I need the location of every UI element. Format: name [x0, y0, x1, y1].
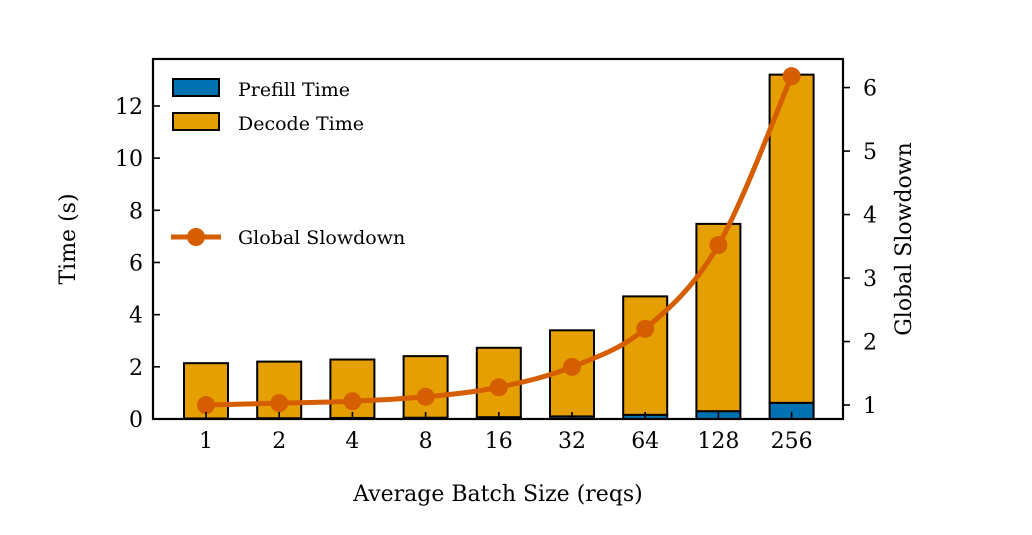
- y-tick-label-6: 6: [129, 251, 143, 276]
- y2-tick-label-4: 4: [863, 204, 877, 229]
- bar-decode-256: [768, 73, 815, 404]
- x-axis-title: Average Batch Size (reqs): [352, 482, 643, 507]
- x-tick-label-64: 64: [631, 429, 659, 454]
- legend-swatch-decode: [172, 112, 220, 131]
- x-tick-label-1: 1: [199, 429, 213, 454]
- slowdown-point-4: [343, 392, 362, 411]
- legend-marker-slowdown: [187, 228, 205, 246]
- legend-label-slowdown: Global Slowdown: [238, 227, 405, 249]
- y2-tick-label-5: 5: [863, 140, 877, 165]
- bar-decode-1: [183, 362, 229, 420]
- slowdown-point-2: [270, 394, 289, 413]
- y2-tick-label-2: 2: [863, 331, 877, 356]
- x-tick-label-128: 128: [697, 429, 739, 454]
- slowdown-point-16: [489, 378, 508, 397]
- x-tick-label-8: 8: [419, 429, 433, 454]
- y-axis-title: Time (s): [56, 193, 81, 284]
- x-tick-label-256: 256: [771, 429, 813, 454]
- x-tick-label-2: 2: [272, 429, 286, 454]
- x-tick-label-4: 4: [345, 429, 359, 454]
- y-tick-label-0: 0: [129, 408, 143, 433]
- y-tick-label-4: 4: [129, 304, 143, 329]
- y2-axis-title: Global Slowdown: [892, 142, 917, 336]
- bar-decode-8: [402, 355, 449, 419]
- slowdown-point-256: [782, 67, 801, 86]
- bar-decode-128: [695, 222, 742, 413]
- slowdown-point-128: [709, 236, 728, 255]
- legend-label-decode: Decode Time: [238, 113, 364, 135]
- slowdown-point-64: [636, 319, 655, 338]
- legend-swatch-prefill: [172, 78, 220, 97]
- slowdown-point-1: [197, 396, 215, 415]
- slowdown-point-32: [563, 357, 581, 376]
- y-tick-label-12: 12: [115, 95, 143, 120]
- y2-tick-label-1: 1: [863, 394, 877, 419]
- y-tick-label-2: 2: [129, 356, 143, 381]
- y2-tick-label-6: 6: [863, 77, 877, 102]
- y-tick-label-10: 10: [115, 147, 143, 172]
- slowdown-point-8: [416, 387, 435, 406]
- y-tick-label-8: 8: [129, 199, 143, 224]
- legend: Prefill Time Decode Time Global Slowdown: [171, 78, 405, 249]
- line-layer: [197, 67, 801, 415]
- y2-tick-label-3: 3: [863, 267, 877, 292]
- x-tick-label-32: 32: [558, 429, 586, 454]
- legend-label-prefill: Prefill Time: [238, 79, 350, 101]
- x-tick-label-16: 16: [485, 429, 513, 454]
